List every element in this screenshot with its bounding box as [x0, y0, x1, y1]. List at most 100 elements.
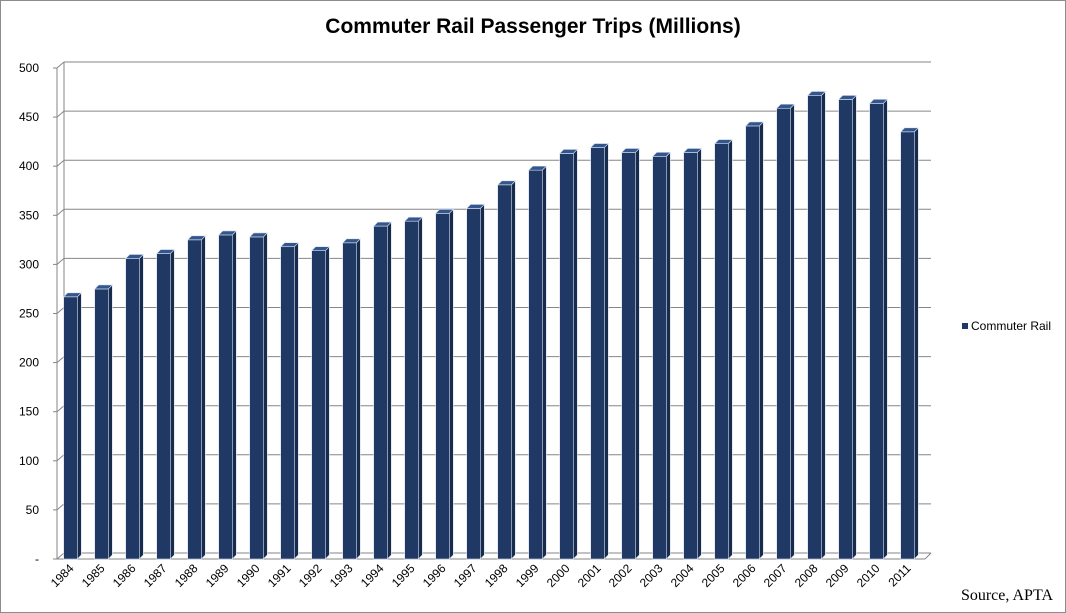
- x-tick-label: 1991: [265, 561, 294, 590]
- bar-side: [852, 94, 857, 560]
- y-axis-ticks: - 50 100 150 200 250 300 350 400 450 500: [19, 61, 57, 566]
- bar-front: [683, 152, 698, 560]
- bar-front: [652, 156, 667, 560]
- bar-side: [325, 245, 330, 560]
- bar: [465, 203, 486, 560]
- bar-side: [108, 284, 113, 560]
- bar-front: [156, 253, 171, 560]
- bar: [806, 90, 827, 560]
- gridline-wall: [56, 307, 65, 314]
- bar-top: [93, 284, 114, 290]
- bar: [744, 121, 765, 560]
- bar-side: [759, 121, 764, 560]
- gridline-wall: [56, 503, 65, 511]
- bar-side: [511, 180, 516, 560]
- gridline-wall: [56, 356, 65, 363]
- bar: [124, 253, 145, 560]
- bar: [62, 292, 83, 560]
- x-tick-label: 1987: [141, 561, 170, 590]
- bar-side: [697, 147, 702, 560]
- bar-side: [387, 221, 392, 560]
- x-tick-label: 2005: [699, 561, 728, 590]
- floor-edge: [924, 552, 932, 560]
- gridline-wall: [56, 405, 65, 413]
- bar-front: [869, 103, 884, 560]
- x-tick-label: 1998: [482, 561, 511, 590]
- bars: [62, 90, 920, 560]
- bar-side: [418, 216, 423, 560]
- bar-side: [914, 127, 919, 560]
- bar: [682, 147, 703, 560]
- x-tick-label: 1994: [358, 561, 387, 590]
- bar-side: [821, 90, 826, 560]
- bar-side: [790, 103, 795, 560]
- gridline-wall: [56, 159, 65, 167]
- y-tick-label: -: [35, 552, 39, 566]
- x-tick-label: 2003: [637, 561, 666, 590]
- bar: [341, 238, 362, 560]
- bar-front: [900, 131, 915, 560]
- bar-top: [372, 221, 393, 227]
- x-tick-label: 1997: [451, 561, 480, 590]
- bar: [155, 248, 176, 560]
- bar-side: [263, 232, 268, 560]
- bar-side: [139, 253, 144, 560]
- bar-top: [186, 235, 207, 241]
- bar-top: [806, 91, 827, 96]
- bar-top: [155, 249, 176, 254]
- bar-front: [590, 147, 605, 560]
- bar: [558, 148, 579, 560]
- bar-top: [899, 127, 920, 133]
- bar: [527, 165, 548, 560]
- x-tick-label: 1996: [420, 561, 449, 590]
- bar-front: [280, 246, 295, 560]
- bar-top: [465, 204, 486, 209]
- y-tick-label: 450: [19, 110, 39, 124]
- x-tick-label: 2010: [854, 561, 883, 590]
- bar-front: [807, 95, 822, 560]
- bar-front: [435, 213, 450, 560]
- bar: [372, 221, 393, 560]
- y-tick-label: 500: [19, 61, 39, 75]
- x-tick-label: 1984: [48, 561, 77, 590]
- bar: [248, 232, 269, 560]
- bar-front: [466, 208, 481, 560]
- bar-side: [666, 151, 671, 560]
- bar-side: [728, 138, 733, 560]
- bar-top: [403, 216, 424, 222]
- bar: [310, 245, 331, 560]
- bar: [434, 208, 455, 560]
- bar: [403, 216, 424, 560]
- bar-top: [651, 152, 672, 157]
- bar-front: [249, 236, 264, 560]
- x-tick-label: 2008: [792, 561, 821, 590]
- bar-top: [868, 99, 889, 104]
- bar: [186, 235, 207, 560]
- x-tick-label: 2001: [575, 561, 604, 590]
- bar-front: [63, 296, 78, 560]
- bar-front: [218, 234, 233, 560]
- x-tick-label: 1992: [296, 561, 325, 590]
- bar-side: [635, 147, 640, 560]
- bar-side: [170, 248, 175, 560]
- bar: [713, 138, 734, 560]
- y-tick-label: 100: [19, 454, 39, 468]
- bar-front: [838, 99, 853, 560]
- bar: [868, 98, 889, 560]
- bar-side: [542, 165, 547, 560]
- x-tick-label: 1995: [389, 561, 418, 590]
- bar-top: [713, 139, 734, 144]
- x-tick-label: 2004: [668, 561, 697, 590]
- bar-front: [373, 225, 388, 560]
- bar-top: [341, 238, 362, 244]
- y-tick-label: 400: [19, 159, 39, 173]
- legend: Commuter Rail: [962, 319, 1051, 333]
- gridline-wall: [56, 208, 65, 216]
- bar-top: [527, 165, 548, 171]
- bar-front: [528, 169, 543, 560]
- bar: [93, 284, 114, 560]
- x-tick-label: 2002: [606, 561, 635, 590]
- y-tick-label: 300: [19, 257, 39, 271]
- x-tick-label: 1993: [327, 561, 356, 590]
